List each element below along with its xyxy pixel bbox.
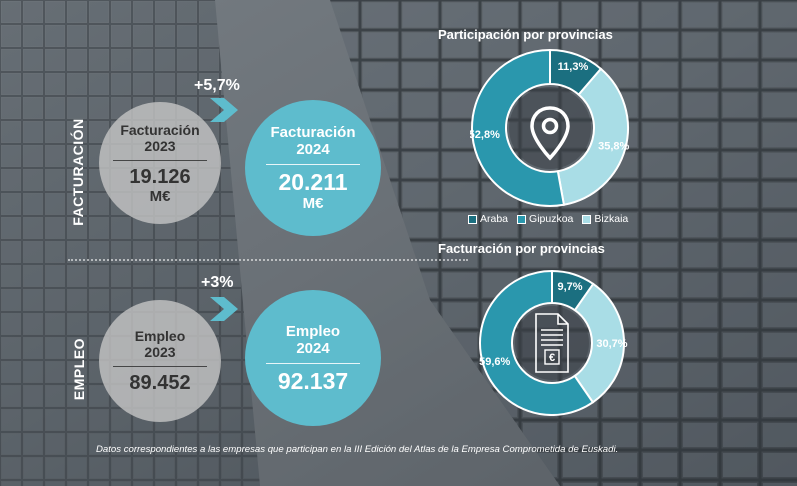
facturacion-donut-chart: 9,7% 30,7% 59,6% € — [479, 270, 628, 416]
slice-label-gipuzkoa: 59,6% — [479, 356, 510, 368]
chart-1-title: Participación por provincias — [438, 27, 613, 42]
facturacion-2023-value: 19.126 — [129, 165, 191, 188]
facturacion-2023-separator — [113, 159, 207, 161]
legend-item-gipuzkoa: Gipuzkoa — [517, 213, 573, 225]
empleo-2024-separator — [266, 362, 360, 364]
empleo-2023-value: 89.452 — [129, 372, 191, 394]
slice-label-araba: 9,7% — [557, 281, 582, 293]
legend-swatch-araba — [468, 214, 477, 224]
chart-2-title: Facturación por provincias — [438, 241, 605, 256]
slice-label-araba: 11,3% — [558, 61, 589, 73]
facturacion-2024-value: 20.211 — [278, 169, 348, 195]
footnote: Datos correspondientes a las empresas qu… — [96, 444, 619, 455]
empleo-2024-value: 92.137 — [277, 367, 349, 394]
slice-label-bizkaia: 35,8% — [598, 140, 629, 152]
legend-label-gipuzkoa: Gipuzkoa — [529, 213, 574, 225]
empleo-2024-title: Empleo — [285, 322, 341, 340]
svg-text:€: € — [549, 352, 555, 364]
euro-document-icon: € — [535, 313, 569, 373]
donut-center — [509, 87, 591, 169]
section-label-empleo: EMPLEO — [71, 337, 87, 401]
empleo-2023-separator — [113, 366, 207, 367]
slice-label-gipuzkoa: 52,8% — [470, 129, 500, 141]
facturacion-2023-circle: Facturación 2023 19.126 M€ — [99, 102, 221, 224]
facturacion-2023-title: Facturación — [120, 121, 200, 138]
empleo-2023-year: 2023 — [144, 344, 176, 360]
facturacion-arrow-icon — [210, 98, 238, 122]
legend-item-araba: Araba — [468, 213, 508, 225]
facturacion-2023-unit: M€ — [149, 187, 171, 205]
empleo-2024-circle: Empleo 2024 92.137 — [245, 290, 381, 426]
facturacion-2024-circle: Facturación 2024 20.211 M€ — [245, 100, 381, 236]
slice-bizkaia — [573, 282, 625, 404]
slice-label-bizkaia: 30,7% — [596, 338, 627, 350]
facturacion-2024-separator — [266, 164, 360, 165]
legend-label-bizkaia: Bizkaia — [594, 213, 629, 225]
map-pin-icon — [530, 106, 570, 161]
legend-item-bizkaia: Bizkaia — [582, 213, 628, 225]
slice-bizkaia — [556, 67, 629, 206]
facturacion-2024-title: Facturación — [270, 124, 356, 141]
empleo-growth: +3% — [201, 274, 234, 291]
legend-swatch-gipuzkoa — [517, 214, 527, 224]
legend-label-araba: Araba — [480, 213, 509, 225]
facturacion-2024-unit: M€ — [302, 195, 324, 212]
section-divider — [68, 259, 468, 261]
facturacion-growth: +5,7% — [194, 77, 240, 94]
section-label-facturacion: FACTURACIÓN — [70, 118, 86, 226]
chart-legend: Araba Gipuzkoa Bizkaia — [468, 213, 628, 225]
slice-gipuzkoa — [470, 48, 566, 207]
empleo-2023-circle: Empleo 2023 89.452 — [99, 300, 221, 422]
facturacion-2023-year: 2023 — [144, 137, 176, 154]
empleo-arrow-icon — [210, 297, 238, 321]
legend-swatch-bizkaia — [582, 214, 592, 224]
empleo-2023-title: Empleo — [134, 328, 186, 344]
empleo-2024-year: 2024 — [296, 339, 330, 357]
donut-center — [515, 306, 589, 380]
slice-gipuzkoa — [479, 270, 595, 416]
participacion-donut-chart: 11,3% 35,8% 52,8% — [470, 48, 629, 207]
facturacion-2024-year: 2024 — [296, 141, 330, 158]
